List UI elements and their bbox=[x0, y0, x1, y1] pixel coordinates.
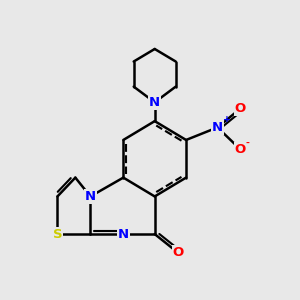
Text: N: N bbox=[85, 190, 96, 203]
Text: O: O bbox=[235, 102, 246, 115]
Text: N: N bbox=[212, 121, 223, 134]
Text: N: N bbox=[149, 96, 160, 109]
Text: S: S bbox=[52, 228, 62, 241]
Text: O: O bbox=[235, 143, 246, 156]
Text: N: N bbox=[118, 228, 129, 241]
Text: O: O bbox=[172, 246, 184, 260]
Text: +: + bbox=[223, 115, 231, 124]
Text: -: - bbox=[246, 139, 250, 148]
